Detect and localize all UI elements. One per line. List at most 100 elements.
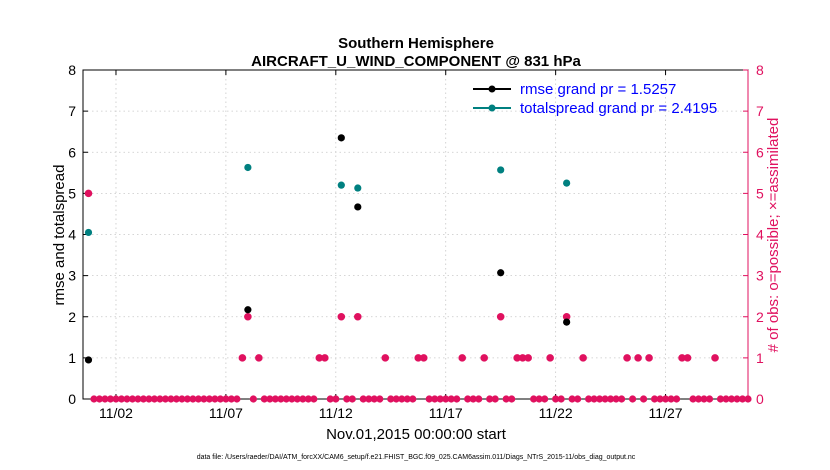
totalspread-point <box>337 181 345 189</box>
obs-count-point <box>574 395 582 403</box>
obs-count-point <box>458 354 467 362</box>
right-y-tick-label: 7 <box>756 103 764 119</box>
obs-count-point <box>689 395 697 403</box>
x-tick-label: 11/27 <box>649 405 683 421</box>
x-tick-label: 11/07 <box>209 405 243 421</box>
obs-count-point <box>518 354 527 362</box>
obs-count-point <box>414 354 423 362</box>
obs-count-point <box>332 395 340 403</box>
obs-count-point <box>370 395 378 403</box>
obs-count-point <box>178 395 186 403</box>
rmse-point <box>337 134 345 142</box>
obs-count-point <box>590 395 598 403</box>
obs-count-point <box>617 395 626 403</box>
obs-count-point <box>244 312 252 321</box>
obs-count-point <box>277 395 285 403</box>
obs-count-point <box>161 395 170 403</box>
obs-count-point <box>227 395 235 403</box>
obs-count-point <box>205 395 214 403</box>
obs-count-point <box>392 395 400 403</box>
totalspread-point <box>354 184 362 192</box>
obs-count-point <box>381 354 390 362</box>
obs-count-point <box>233 395 241 403</box>
left-y-tick-label: 1 <box>68 350 76 366</box>
right-y-tick-label: 8 <box>756 62 764 78</box>
obs-count-point <box>502 395 510 403</box>
obs-count-point <box>634 354 642 362</box>
obs-count-point <box>546 354 554 362</box>
obs-count-point <box>216 395 224 403</box>
obs-count-point <box>321 354 329 362</box>
left-y-tick-label: 8 <box>68 62 76 78</box>
obs-count-point <box>128 395 137 403</box>
totalspread-point <box>497 166 505 174</box>
obs-count-point <box>112 395 120 403</box>
obs-count-point <box>727 395 736 403</box>
obs-count-point <box>172 395 181 403</box>
obs-count-point <box>90 395 98 403</box>
legend-spread-label: totalspread grand pr = 2.4195 <box>520 100 717 117</box>
obs-count-point <box>310 395 318 403</box>
obs-count-point <box>343 395 351 403</box>
obs-count-point <box>672 395 681 403</box>
left-y-tick-label: 4 <box>68 227 76 243</box>
obs-count-point <box>359 395 367 403</box>
obs-count-point <box>628 395 637 403</box>
obs-count-point <box>200 395 208 403</box>
obs-count-point <box>134 395 142 403</box>
obs-count-point <box>700 395 708 403</box>
obs-count-point <box>425 395 433 403</box>
obs-count-point <box>562 312 571 321</box>
left-y-axis-label: rmse and totalspread <box>51 165 68 306</box>
obs-count-point <box>496 312 505 321</box>
obs-count-point <box>348 395 356 403</box>
left-y-tick-label: 5 <box>68 185 76 201</box>
obs-count-point <box>639 395 648 403</box>
obs-count-point <box>293 395 301 403</box>
obs-count-point <box>464 395 472 403</box>
obs-count-point <box>656 395 664 403</box>
x-tick-label: 11/02 <box>99 405 133 421</box>
obs-count-point <box>139 395 148 403</box>
left-y-tick-label: 0 <box>68 391 76 407</box>
obs-count-point <box>661 395 670 403</box>
obs-count-point <box>365 395 373 403</box>
x-tick-label: 11/17 <box>429 405 463 421</box>
obs-count-point <box>271 395 279 403</box>
right-y-tick-label: 1 <box>756 350 764 366</box>
obs-count-point <box>530 395 538 403</box>
right-y-tick-label: 0 <box>756 391 764 407</box>
obs-count-point <box>376 395 384 403</box>
left-y-tick-label: 2 <box>68 309 76 325</box>
right-y-tick-label: 2 <box>756 309 764 325</box>
obs-count-point <box>585 395 593 403</box>
obs-count-point <box>211 395 219 403</box>
rmse-point <box>497 269 505 277</box>
obs-count-point <box>678 354 686 362</box>
obs-count-point <box>705 395 714 403</box>
obs-count-point <box>508 395 516 403</box>
rmse-point <box>354 203 362 211</box>
obs-count-point <box>387 395 395 403</box>
legend: rmse grand pr = 1.5257 totalspread grand… <box>473 81 717 117</box>
x-axis-ticks: 11/02 11/07 11/12 11/17 11/22 11/27 <box>99 70 683 421</box>
legend-rmse-label: rmse grand pr = 1.5257 <box>520 81 676 98</box>
obs-count-point <box>475 395 483 403</box>
right-y-axis-ticks: 0 1 2 3 4 5 6 7 8 <box>743 62 764 407</box>
obs-count-point <box>183 395 192 403</box>
obs-count-point <box>326 395 334 403</box>
obs-count-point <box>431 395 439 403</box>
obs-count-point <box>579 354 587 362</box>
obs-count-point <box>645 354 653 362</box>
obs-count-point <box>117 395 126 403</box>
obs-count-point <box>607 395 615 403</box>
chart-title-line1: Southern Hemisphere <box>338 35 494 52</box>
obs-count-point <box>480 354 488 362</box>
obs-count-point <box>249 395 257 403</box>
x-tick-label: 11/22 <box>539 405 573 421</box>
obs-count-point <box>744 395 752 403</box>
obs-count-point <box>683 354 692 362</box>
left-y-tick-label: 6 <box>68 144 76 160</box>
totalspread-point <box>84 228 93 237</box>
